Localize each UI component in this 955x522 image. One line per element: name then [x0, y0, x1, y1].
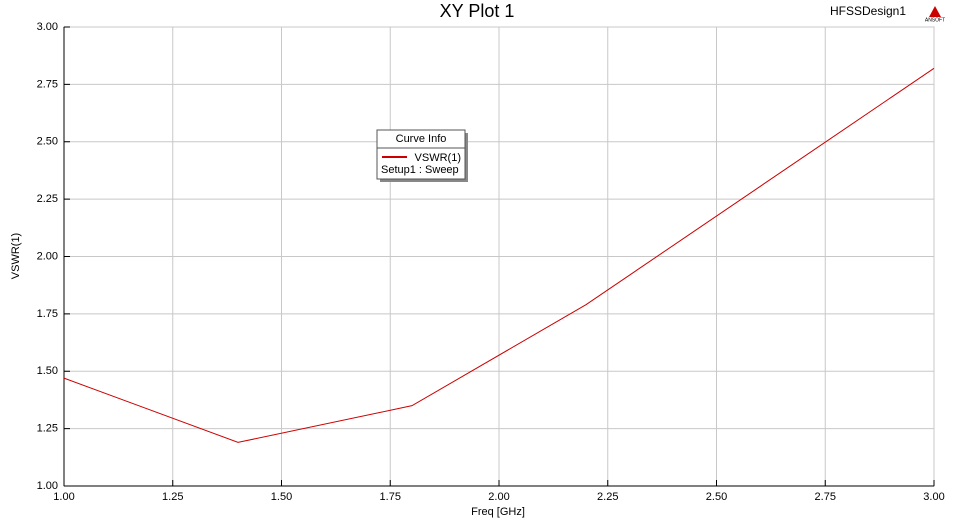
y-tick-label: 2.50: [37, 136, 58, 148]
y-tick-label: 2.25: [37, 193, 58, 205]
x-axis-label: Freq [GHz]: [471, 506, 525, 518]
y-tick-label: 1.25: [37, 423, 58, 435]
x-tick-label: 1.75: [380, 491, 401, 503]
x-tick-label: 2.25: [597, 491, 618, 503]
x-tick-label: 2.50: [706, 491, 727, 503]
x-tick-label: 3.00: [923, 491, 944, 503]
legend-title: Curve Info: [396, 133, 447, 145]
y-tick-label: 1.50: [37, 365, 58, 377]
logo-icon: [929, 6, 941, 17]
x-tick-label: 1.25: [162, 491, 183, 503]
legend-box: [376, 129, 466, 180]
y-tick-label: 2.75: [37, 78, 58, 90]
y-tick-label: 3.00: [37, 21, 58, 33]
legend-label: VSWR(1): [415, 152, 461, 164]
x-tick-label: 2.75: [815, 491, 836, 503]
logo-text: ANSOFT: [925, 17, 945, 23]
x-tick-label: 1.00: [53, 491, 74, 503]
y-tick-label: 2.00: [37, 250, 58, 262]
chart-title: XY Plot 1: [440, 1, 515, 21]
y-tick-label: 1.75: [37, 308, 58, 320]
x-tick-label: 1.50: [271, 491, 292, 503]
y-axis-label: VSWR(1): [10, 233, 22, 279]
data-line: [63, 67, 935, 443]
x-tick-label: 2.00: [488, 491, 509, 503]
y-tick-label: 1.00: [37, 480, 58, 492]
design-name: HFSSDesign1: [830, 4, 906, 18]
legend-subtitle: Setup1 : Sweep: [381, 164, 459, 176]
